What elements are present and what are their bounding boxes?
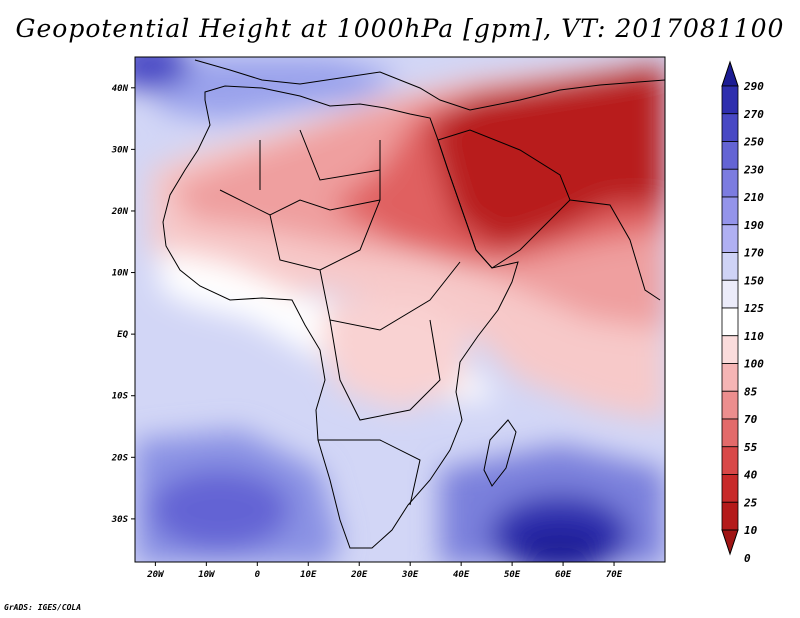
colorbar-swatch	[721, 446, 739, 475]
colorbar-label: 250	[743, 136, 764, 149]
lon-tick-label: 10E	[300, 570, 317, 580]
height-field	[135, 57, 665, 562]
colorbar-swatch	[721, 474, 739, 503]
colorbar-label: 110	[744, 330, 764, 343]
colorbar-label: 170	[744, 247, 764, 260]
colorbar-swatch	[721, 168, 739, 198]
lon-tick-label: 20E	[350, 570, 368, 580]
colorbar-top-arrow	[721, 60, 739, 87]
lon-tick-label: 20W	[146, 570, 165, 580]
europe-coast	[194, 59, 665, 111]
colorbar-label: 230	[743, 163, 764, 176]
field-sw-high	[150, 470, 290, 550]
lon-tick-label: 30E	[401, 570, 419, 580]
colorbar-bottom-arrow	[721, 529, 739, 556]
border-1	[219, 189, 381, 216]
colorbar-swatch	[721, 113, 739, 142]
colorbar-swatch	[721, 307, 739, 337]
colorbar-swatch	[721, 141, 739, 170]
colorbar-label: 85	[744, 385, 758, 398]
field-med-blue	[150, 57, 400, 120]
lat-tick-label: 30N	[111, 145, 129, 155]
colorbar-swatch	[721, 363, 739, 392]
lon-tick-label: 10W	[198, 570, 216, 580]
field-central-pink	[320, 300, 470, 410]
lat-tick-label: 10S	[112, 392, 129, 402]
colorbar-swatch	[721, 196, 739, 226]
border-6	[259, 129, 381, 190]
colorbar-label: 125	[744, 302, 764, 315]
lon-tick-label: 60E	[555, 570, 572, 580]
chart-title: Geopotential Height at 1000hPa [gpm], VT…	[15, 14, 785, 43]
grads-credit: GrADS: IGES/COLA	[4, 603, 82, 612]
colorbar-label: 25	[743, 496, 758, 509]
lat-tick-label: 40N	[112, 84, 129, 94]
madagascar	[483, 419, 517, 487]
lat-tick-label: 10N	[112, 269, 129, 279]
border-4	[329, 319, 441, 421]
colorbar-label: 0	[744, 552, 751, 565]
colorbar-swatch	[721, 85, 739, 115]
colorbar-label: 100	[744, 358, 764, 371]
colorbar-swatch	[721, 252, 739, 281]
colorbar-label: 290	[743, 80, 764, 93]
lat-tick-label: 30S	[111, 515, 129, 525]
colorbar-swatch	[721, 279, 739, 309]
colorbar: 2902702502302101901701501251101008570554…	[721, 60, 764, 565]
lon-tick-label: 50E	[504, 570, 521, 580]
colorbar-label: 190	[744, 219, 764, 232]
colorbar-swatch	[721, 335, 739, 364]
latitude-axis: 40N 30N 20N 10N EQ 10S 20S 30S	[111, 84, 135, 525]
colorbar-label: 40	[744, 469, 758, 482]
colorbar-label: 10	[744, 524, 758, 537]
border-2	[269, 140, 381, 271]
colorbar-label: 55	[744, 441, 758, 454]
border-5	[318, 439, 421, 506]
arabia-coast	[437, 129, 571, 269]
colorbar-swatch	[721, 418, 739, 448]
field-high-core	[515, 530, 605, 562]
field-nw-low	[135, 57, 190, 90]
colorbar-label: 210	[743, 191, 764, 204]
field-dark-red	[430, 62, 665, 250]
lat-tick-label: EQ	[117, 330, 128, 340]
colorbar-label: 70	[744, 413, 758, 426]
longitude-axis: 20W 10W 0 10E 20E 30E 40E 50E 60E 70E	[146, 562, 623, 580]
colorbar-label: 150	[744, 274, 764, 287]
colorbar-swatch	[721, 390, 739, 420]
lon-tick-label: 0	[255, 570, 261, 580]
lon-tick-label: 40E	[453, 570, 470, 580]
border-3	[319, 261, 461, 331]
lat-tick-label: 20S	[111, 453, 129, 463]
lat-tick-label: 20N	[111, 207, 129, 217]
lon-tick-label: 70E	[606, 570, 623, 580]
coastlines	[162, 59, 665, 549]
colorbar-swatch	[721, 501, 739, 531]
colorbar-swatch	[721, 224, 739, 253]
india-coast	[569, 199, 661, 301]
africa-coastline	[162, 85, 519, 549]
colorbar-label: 270	[743, 108, 764, 121]
map-frame	[134, 56, 666, 563]
